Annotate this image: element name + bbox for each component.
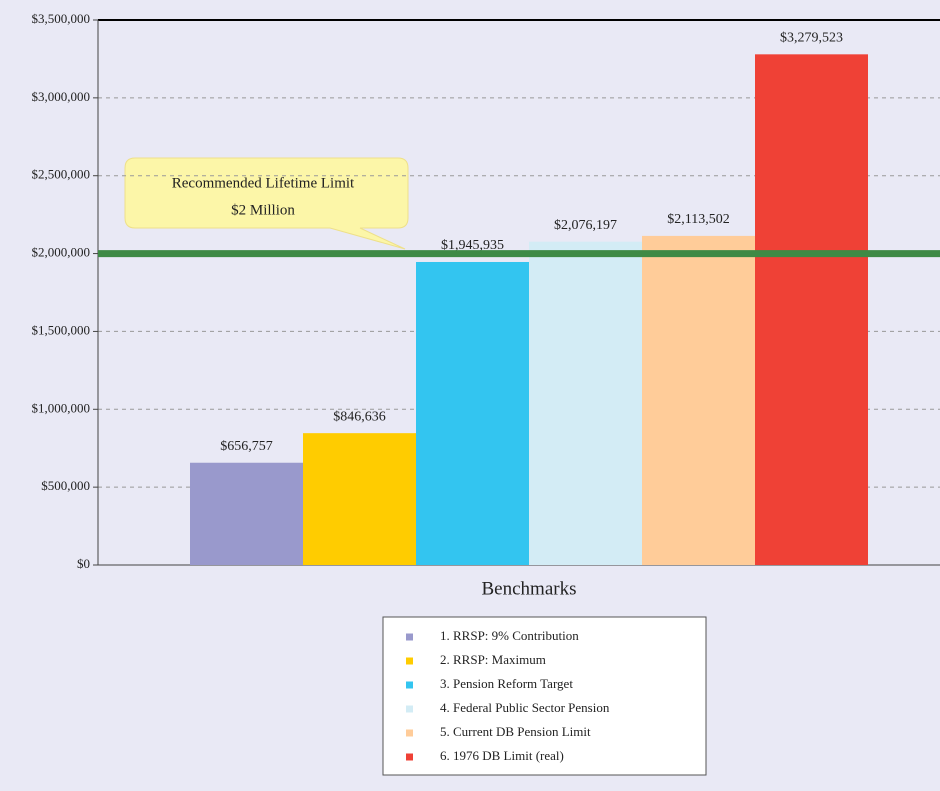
legend-marker — [406, 729, 413, 737]
y-tick-label: $500,000 — [41, 478, 90, 493]
legend-marker — [406, 681, 413, 689]
legend-box — [382, 616, 707, 776]
y-tick-label: $2,000,000 — [32, 245, 91, 260]
legend-label: 2. RRSP: Maximum — [440, 652, 546, 667]
legend-marker — [406, 705, 413, 713]
value-label: $2,113,502 — [667, 212, 729, 227]
annotation: Recommended Lifetime Limit — [172, 175, 355, 191]
bar — [642, 235, 755, 565]
legend-label: 1. RRSP: 9% Contribution — [440, 628, 579, 643]
value-label: $3,279,523 — [780, 31, 843, 46]
value-label: $656,757 — [220, 439, 273, 454]
bar — [416, 261, 529, 565]
legend-marker — [406, 633, 413, 641]
legend-label: 3. Pension Reform Target — [440, 676, 573, 691]
bar — [190, 462, 303, 565]
bar — [303, 433, 416, 565]
bar — [529, 241, 642, 565]
y-tick-label: $1,500,000 — [32, 322, 91, 337]
legend-marker — [406, 753, 413, 761]
callout — [124, 157, 409, 250]
y-tick-label: $3,000,000 — [32, 89, 91, 104]
legend-label: 6. 1976 DB Limit (real) — [440, 748, 564, 763]
x-tick-label: Benchmarks — [482, 578, 577, 599]
bar — [755, 54, 868, 565]
legend-marker — [406, 657, 413, 665]
value-label: $1,945,935 — [441, 238, 504, 253]
legend-label: 5. Current DB Pension Limit — [440, 724, 591, 739]
y-tick-label: $1,000,000 — [32, 400, 91, 415]
legend-label: 4. Federal Public Sector Pension — [440, 700, 610, 715]
y-tick-label: $3,500,000 — [32, 11, 91, 26]
value-label: $846,636 — [333, 409, 386, 424]
value-label: $2,076,197 — [554, 218, 617, 233]
annotation: $2 Million — [231, 202, 295, 218]
y-tick-label: $2,500,000 — [32, 167, 91, 182]
y-tick-label: $0 — [77, 556, 90, 571]
